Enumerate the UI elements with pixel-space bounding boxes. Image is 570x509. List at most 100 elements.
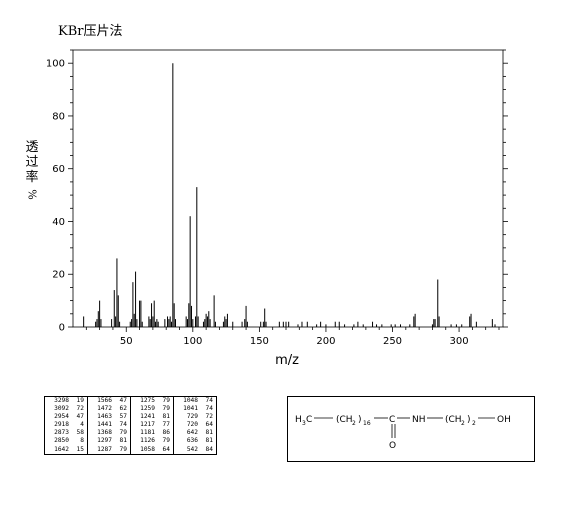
y-axis-ticks: 0 20 40 60 80 100 (46, 49, 508, 334)
wavenumber: 1126 (140, 437, 155, 445)
y-tick-label: 80 (52, 111, 65, 122)
peak-table-row: 1181 86 (134, 429, 170, 437)
peak-table-row: 1463 57 (91, 413, 127, 421)
peak-table-row: 1241 81 (134, 413, 170, 421)
peak-table-column: 3298 19 3092 72 2954 47 2918 4 2873 58 2850 8 1642 15 (45, 397, 88, 455)
x-tick-label: 250 (383, 336, 402, 347)
y-tick-label: 60 (52, 164, 65, 175)
transmittance: 77 (162, 421, 170, 429)
transmittance: 64 (205, 421, 213, 429)
transmittance: 79 (119, 429, 127, 437)
wavenumber: 3298 (54, 397, 69, 404)
peak-table-row: 1566 47 (91, 397, 127, 405)
transmittance: 19 (76, 397, 84, 404)
transmittance: 79 (162, 405, 170, 413)
peak-table-row: 1126 79 (134, 437, 170, 445)
peak-table-row: 2918 4 (48, 421, 84, 429)
structure-ch2a: (CH (336, 415, 353, 425)
transmittance: 4 (80, 421, 84, 429)
wavenumber: 1259 (140, 405, 155, 413)
peak-table-row: 1441 74 (91, 421, 127, 429)
transmittance: 47 (76, 413, 84, 421)
transmittance: 81 (205, 437, 213, 445)
transmittance: 84 (205, 445, 213, 453)
peak-table-row: 720 64 (177, 421, 213, 429)
peak-table-row: 2850 8 (48, 437, 84, 445)
transmittance: 74 (205, 405, 213, 413)
y-axis-label: 透过率 % (22, 140, 42, 202)
peak-table-column: 1048 74 1041 74 729 72 720 64 642 81 636 81 542 84 (173, 396, 217, 455)
transmittance: 74 (205, 397, 213, 404)
wavenumber: 642 (186, 429, 198, 437)
peak-table-row: 1368 79 (91, 429, 127, 437)
wavenumber: 2954 (54, 413, 69, 421)
peak-table-row: 636 81 (177, 437, 213, 445)
x-tick-label: 300 (450, 336, 469, 347)
transmittance: 79 (162, 437, 170, 445)
transmittance: 79 (119, 445, 127, 453)
transmittance: 58 (76, 429, 84, 437)
structure-ch2a-close: ) (358, 415, 362, 425)
structure-nh: NH (412, 415, 426, 425)
wavenumber: 1041 (183, 405, 198, 413)
peak-table-column: 1275 79 1259 79 1241 81 1217 77 1181 86 1126 79 1058… (130, 396, 174, 455)
mass-spectrum-chart: 0 20 40 60 80 100 50 100 150 200 250 300 m/z (46, 49, 508, 368)
wavenumber: 1642 (54, 445, 69, 453)
structure-h: H (295, 415, 302, 425)
peak-table-row: 1472 62 (91, 405, 127, 413)
spectrum-peaks (83, 63, 496, 327)
structure-ch2b-close: ) (467, 415, 471, 425)
transmittance: 47 (119, 397, 127, 404)
peak-table-row: 1287 79 (91, 446, 127, 454)
transmittance: 81 (205, 429, 213, 437)
transmittance: 64 (162, 445, 170, 453)
transmittance: 86 (162, 429, 170, 437)
transmittance: 15 (76, 445, 84, 453)
x-tick-label: 150 (250, 336, 269, 347)
wavenumber: 1275 (140, 397, 155, 404)
peak-table-row: 1275 79 (134, 397, 170, 405)
peak-table: 3298 19 3092 72 2954 47 2918 4 2873 58 2850 8 1642 15… (44, 396, 217, 455)
wavenumber: 2873 (54, 429, 69, 437)
x-axis-label: m/z (275, 353, 299, 368)
structure-ch2a-n: 16 (363, 420, 371, 427)
transmittance: 72 (76, 405, 84, 413)
peak-table-columns: 3298 19 3092 72 2954 47 2918 4 2873 58 2850 8 1642 15… (45, 396, 217, 455)
method-title: KBr压片法 (58, 24, 123, 39)
peak-table-row: 729 72 (177, 413, 213, 421)
structure-formula-box: H 3 C (CH 2 ) 16 C O NH (CH 2 ) 2 OH (287, 396, 535, 462)
wavenumber: 1463 (97, 413, 112, 421)
wavenumber: 3092 (54, 405, 69, 413)
x-tick-label: 50 (120, 336, 133, 347)
x-tick-label: 200 (316, 336, 335, 347)
structure-c1: C (306, 415, 312, 425)
wavenumber: 1048 (183, 397, 198, 404)
peak-table-row: 1217 77 (134, 421, 170, 429)
wavenumber: 636 (186, 437, 198, 445)
structure-formula: H 3 C (CH 2 ) 16 C O NH (CH 2 ) 2 OH (295, 415, 511, 451)
peak-table-row: 3298 19 (48, 397, 84, 405)
peak-table-row: 2954 47 (48, 413, 84, 421)
x-tick-label: 100 (183, 336, 202, 347)
transmittance: 81 (162, 413, 170, 421)
peak-table-row: 1041 74 (177, 405, 213, 413)
transmittance: 62 (119, 405, 127, 413)
wavenumber: 1058 (140, 445, 155, 453)
y-axis-label-text: 透过率 (25, 140, 39, 185)
transmittance: 57 (119, 413, 127, 421)
peak-table-row: 1297 81 (91, 437, 127, 445)
y-tick-label: 40 (52, 217, 65, 228)
wavenumber: 1241 (140, 413, 155, 421)
transmittance: 72 (205, 413, 213, 421)
wavenumber: 1368 (97, 429, 112, 437)
peak-table-row: 1048 74 (177, 397, 213, 405)
y-tick-label: 0 (59, 323, 65, 334)
plot-frame (72, 49, 504, 328)
structure-oh: OH (497, 415, 511, 425)
peak-table-row: 642 81 (177, 429, 213, 437)
structure-ch2b: (CH (445, 415, 462, 425)
wavenumber: 1566 (97, 397, 112, 404)
structure-ch2b-n: 2 (472, 420, 476, 427)
wavenumber: 1472 (97, 405, 112, 413)
peak-table-row: 542 84 (177, 446, 213, 454)
